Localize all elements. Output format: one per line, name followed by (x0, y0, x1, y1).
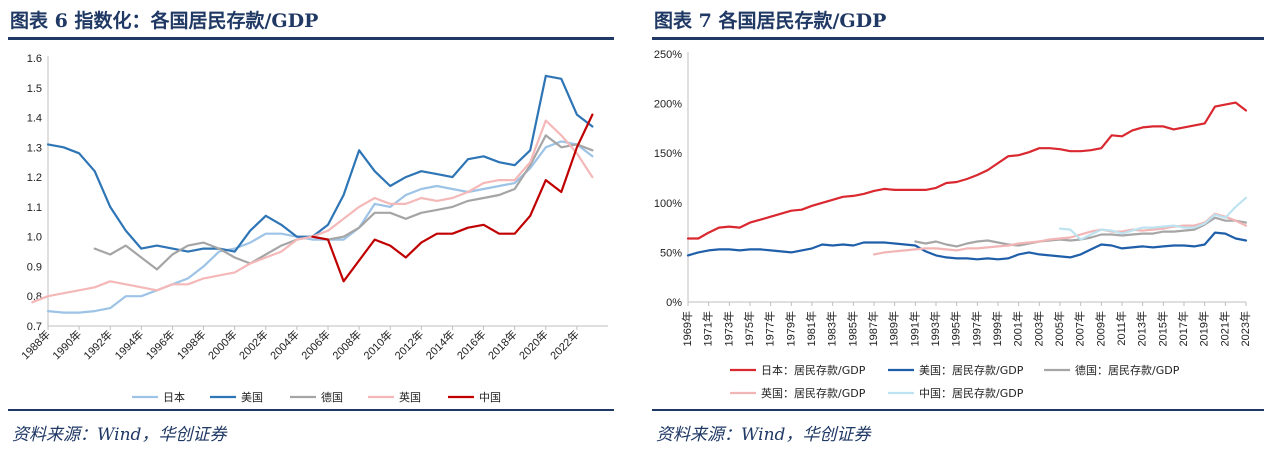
y-tick-label: 1.3 (27, 142, 42, 154)
x-tick-label: 1996年 (143, 327, 178, 362)
source-note: 资料来源：Wind，华创证券 (656, 425, 871, 445)
x-tick-label: 1997年 (969, 311, 983, 346)
chart-panel-ratio: 图表 7 各国居民存款/GDP 0% 50% 100% 150% 200% 250% 196… (644, 0, 1268, 458)
x-tick-label: 2021年 (1217, 311, 1231, 346)
y-tick-label: 1.6 (27, 53, 42, 65)
series-line (46, 74, 594, 253)
x-tick-label: 2003年 (1031, 311, 1045, 346)
x-tick-label: 2015年 (1155, 311, 1169, 346)
legend-label: 英国 (399, 390, 421, 404)
chart-panel-index: 图表 6 指数化：各国居民存款/GDP 0.7 0.8 0.9 1.0 1.1 1.2 1.… (0, 0, 620, 458)
series-line (686, 231, 1248, 261)
legend-label: 德国 (321, 390, 343, 404)
series-line (1058, 196, 1248, 241)
source-rule (652, 409, 1264, 411)
x-tick-label: 1973年 (721, 311, 735, 346)
x-tick-label: 1977年 (763, 311, 777, 346)
series-line (31, 119, 594, 304)
x-tick-label: 1992年 (80, 327, 115, 362)
legend-label: 日本 (163, 390, 185, 404)
x-tick-label: 2008年 (329, 327, 364, 362)
source-rule (8, 409, 614, 411)
title-rule (652, 37, 1264, 40)
x-tick-label: 1995年 (949, 311, 963, 346)
x-tick-label: 2004年 (267, 327, 302, 362)
legend-label: 中国 (479, 391, 501, 404)
series-line (311, 113, 594, 283)
chart-title: 图表 7 各国居民存款/GDP (654, 10, 887, 32)
y-tick-label: 1.1 (27, 202, 42, 214)
legend-label: 日本：居民存款/GDP (761, 363, 866, 377)
x-tick-label: 2010年 (360, 327, 395, 362)
x-tick-label: 1989年 (887, 311, 901, 346)
x-tick-label: 2019年 (1197, 311, 1211, 346)
x-tick-label: 1987年 (866, 311, 880, 346)
series-line (686, 101, 1248, 240)
x-tick-label: 2020年 (516, 327, 551, 362)
x-tick-label: 1998年 (174, 327, 209, 362)
x-tick-label: 1979年 (783, 311, 797, 346)
y-tick-label: 0% (666, 297, 682, 309)
y-tick-label: 200% (654, 99, 682, 111)
x-tick-label: 2012年 (391, 327, 426, 362)
legend-label: 美国：居民存款/GDP (919, 363, 1024, 377)
x-tick-label: 1983年 (825, 311, 839, 346)
y-tick-label: 50% (660, 247, 682, 259)
x-tick-label: 2002年 (236, 327, 271, 362)
y-tick-label: 0.7 (27, 321, 42, 333)
x-tick-label: 2022年 (547, 327, 582, 362)
x-tick-label: 2009年 (1093, 311, 1107, 346)
legend-label: 英国：居民存款/GDP (761, 386, 866, 400)
x-tick-label: 1981年 (804, 311, 818, 346)
x-tick-label: 1990年 (49, 327, 84, 362)
x-tick-label: 2006年 (298, 327, 333, 362)
x-tick-label: 2018年 (485, 327, 520, 362)
x-tick-label: 2005年 (1052, 311, 1066, 346)
source-note: 资料来源：Wind，华创证券 (12, 425, 227, 445)
y-tick-label: 0.9 (27, 261, 42, 273)
x-tick-label: 1969年 (680, 311, 694, 346)
y-tick-label: 1.0 (27, 232, 42, 244)
x-tick-label: 2007年 (1073, 311, 1087, 346)
x-tick-label: 2000年 (205, 327, 240, 362)
series-line (93, 134, 594, 271)
x-tick-label: 2013年 (1135, 311, 1149, 346)
title-rule (8, 37, 614, 40)
x-tick-label: 1991年 (907, 311, 921, 346)
series-line (46, 140, 594, 314)
series-line (914, 216, 1248, 248)
x-tick-label: 1985年 (845, 311, 859, 346)
y-tick-label: 1.4 (27, 113, 42, 125)
x-tick-label: 1993年 (928, 311, 942, 346)
x-tick-label: 1994年 (111, 327, 146, 362)
x-tick-label: 2017年 (1176, 311, 1190, 346)
x-tick-label: 2014年 (423, 327, 458, 362)
x-tick-label: 2023年 (1238, 311, 1252, 346)
y-tick-label: 1.2 (27, 172, 42, 184)
y-tick-label: 150% (654, 148, 682, 160)
x-tick-label: 2001年 (1011, 311, 1025, 346)
y-tick-label: 1.5 (27, 83, 42, 95)
legend-label: 德国：居民存款/GDP (1075, 363, 1180, 377)
legend-label: 中国：居民存款/GDP (919, 386, 1024, 400)
legend-label: 美国 (241, 391, 263, 404)
x-tick-label: 1999年 (990, 311, 1004, 346)
x-tick-label: 1975年 (742, 311, 756, 346)
deposit-ratio-line-chart: 0% 50% 100% 150% 200% 250% 1969年 1971年 1973年 1975… (654, 49, 1252, 400)
index-line-chart: 0.70.80.91.01.11.21.31.41.51.61988年1990年… (18, 53, 608, 404)
y-tick-label: 250% (654, 49, 682, 61)
x-tick-label: 1971年 (701, 311, 715, 346)
x-tick-label: 2011年 (1114, 311, 1128, 346)
x-tick-label: 2016年 (454, 327, 489, 362)
y-tick-label: 100% (654, 198, 682, 210)
chart-title: 图表 6 指数化：各国居民存款/GDP (10, 10, 319, 32)
series-line (872, 212, 1248, 256)
